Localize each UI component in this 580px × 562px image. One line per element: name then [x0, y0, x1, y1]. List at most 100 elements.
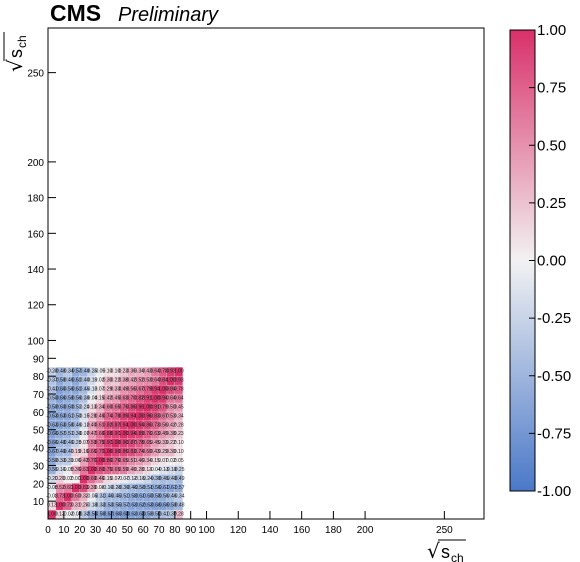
cell-value: 0.82 [134, 395, 144, 401]
cell-value: 0.36 [126, 369, 136, 375]
cell-value: -0.53 [102, 503, 114, 509]
colorbar-tick-label: 0.50 [537, 137, 566, 154]
cell-value: 0.46 [95, 413, 105, 419]
cell-value: 0.07 [158, 458, 168, 464]
x-tick-label: 100 [198, 525, 215, 536]
x-tick-label: 10 [58, 525, 70, 536]
cell-value: -0.61 [157, 485, 169, 491]
cell-value: 0.66 [87, 449, 97, 455]
cell-value: 0.78 [174, 387, 184, 393]
cell-value: -0.04 [86, 395, 98, 401]
cell-value: 0.56 [126, 387, 136, 393]
cell-value: -0.67 [102, 512, 114, 518]
cell-value: -0.34 [62, 369, 74, 375]
cell-value: 0.60 [63, 485, 73, 491]
cell-value: 0.02 [166, 458, 176, 464]
cell-value: 1.00 [55, 503, 65, 509]
cell-value: -0.13 [86, 387, 98, 393]
cell-value: -0.63 [54, 422, 66, 428]
cell-value: -0.66 [157, 503, 169, 509]
cell-value: 0.75 [95, 440, 105, 446]
cell-value: 0.15 [103, 476, 113, 482]
cell-value: 0.13 [142, 467, 152, 473]
plot-frame [47, 27, 485, 520]
cell-value: 0.94 [126, 413, 136, 419]
cell-value: 0.83 [79, 485, 89, 491]
cell-value: 0.08 [95, 485, 105, 491]
cell-value: -0.66 [54, 395, 66, 401]
y-axis-ticks: 10 20 30 40 50 60 70 80 90 100 120 140 160 180 200 250 [27, 69, 56, 508]
cell-value: 0.87 [111, 422, 121, 428]
cell-value: 0.79 [158, 404, 168, 410]
cell-value: -0.46 [62, 449, 74, 455]
cell-value: 0.52 [134, 378, 144, 384]
cell-value: -0.66 [149, 503, 161, 509]
colorbar-tick-label: -0.25 [537, 310, 571, 327]
cell-value: -0.66 [46, 440, 58, 446]
cell-value: -0.25 [173, 467, 185, 473]
cell-value: 0.34 [142, 458, 152, 464]
cell-value: -0.46 [62, 440, 74, 446]
cell-value: 0.29 [103, 387, 113, 393]
cell-value: 0.31 [71, 503, 81, 509]
cell-value: 0.06 [71, 458, 81, 464]
cell-value: -0.56 [70, 395, 82, 401]
cell-value: -0.61 [165, 485, 177, 491]
x-tick-label: 70 [153, 525, 165, 536]
cell-value: -0.58 [126, 494, 138, 500]
y-axis-label-base: s [6, 49, 26, 58]
cell-value: 0.74 [103, 413, 113, 419]
cell-value: -0.63 [46, 413, 58, 419]
x-axis-ticks: 0 10 20 30 40 50 60 70 80 90 100 120 140 160 180 200 250 [45, 511, 453, 536]
colorbar-tick-label: 0.25 [537, 195, 566, 212]
cell-value: 0.33 [158, 440, 168, 446]
cell-value: 1.00 [150, 395, 160, 401]
cell-value: 0.66 [95, 431, 105, 437]
cell-value: 0.61 [95, 422, 105, 428]
cell-value: -0.63 [46, 422, 58, 428]
cell-value: -0.55 [46, 467, 58, 473]
cell-value: -0.56 [149, 485, 161, 491]
cell-value: 0.96 [134, 404, 144, 410]
cell-value: 0.10 [174, 440, 184, 446]
colorbar-tick-label: 1.00 [537, 22, 566, 39]
cell-value: -0.15 [133, 476, 145, 482]
cell-value: -0.51 [62, 431, 74, 437]
x-tick-label: 90 [185, 525, 197, 536]
cell-value: 0.87 [126, 440, 136, 446]
cell-value: 0.28 [174, 422, 184, 428]
cell-value: -0.08 [46, 485, 58, 491]
cell-value: -0.49 [54, 449, 66, 455]
y-tick-label: 180 [27, 194, 44, 205]
cell-value: -0.39 [70, 431, 82, 437]
cell-value: -0.46 [102, 494, 114, 500]
cell-value: -0.48 [54, 440, 66, 446]
cell-value: -0.60 [54, 404, 66, 410]
y-tick-label: 10 [33, 497, 45, 508]
cell-value: 0.34 [95, 404, 105, 410]
cell-value: -0.56 [157, 494, 169, 500]
y-tick-label: 70 [33, 390, 45, 401]
cell-value: -0.24 [78, 404, 90, 410]
cell-value: -0.39 [149, 476, 161, 482]
cell-value: -0.02 [62, 512, 74, 518]
cell-value: -0.51 [70, 404, 82, 410]
cell-value: -0.48 [54, 369, 66, 375]
x-tick-label: 20 [74, 525, 86, 536]
cell-value: -0.45 [78, 387, 90, 393]
cell-value: 0.73 [150, 422, 160, 428]
cell-value: 0.53 [166, 413, 176, 419]
cell-value: 0.29 [158, 449, 168, 455]
cell-value: 0.94 [134, 422, 144, 428]
cell-value: 0.02 [63, 476, 73, 482]
cell-value: 0.33 [111, 387, 121, 393]
cell-value: -0.19 [86, 503, 98, 509]
cell-value: 0.46 [95, 476, 105, 482]
cell-value: 1.00 [134, 413, 144, 419]
cell-value: 0.59 [87, 440, 97, 446]
cell-value: 0.63 [79, 467, 89, 473]
cell-value: 0.47 [87, 431, 97, 437]
y-tick-label: 80 [33, 372, 45, 383]
x-tick-label: 30 [90, 525, 102, 536]
